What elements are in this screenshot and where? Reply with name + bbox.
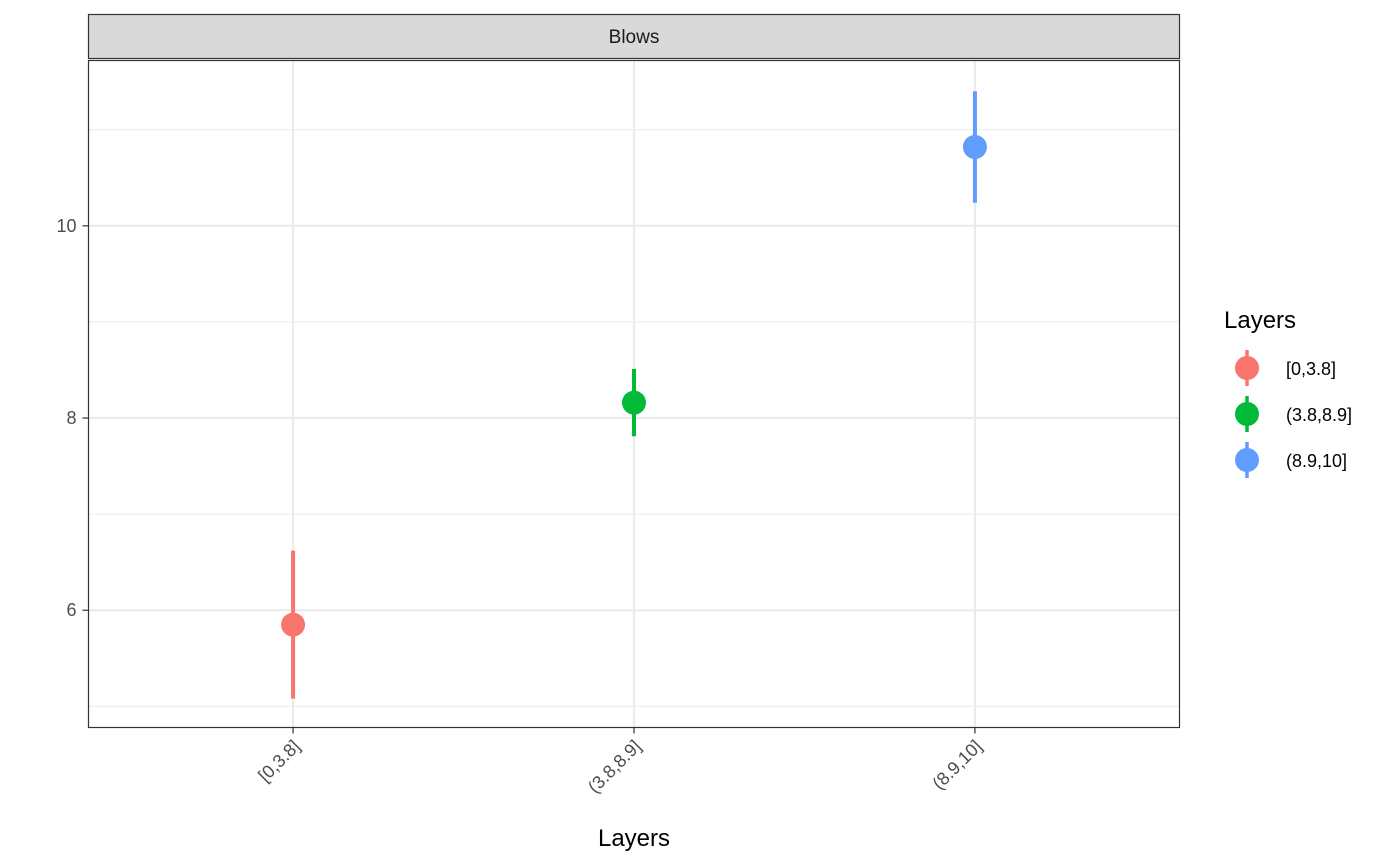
legend-label: (8.9,10] <box>1286 451 1347 471</box>
data-point <box>281 612 306 637</box>
legend-key-point <box>1235 356 1259 380</box>
x-tick-label: (3.8,8.9] <box>584 736 645 797</box>
x-axis: [0,3.8] (3.8,8.9] (8.9,10] <box>254 727 986 797</box>
y-tick-label: 10 <box>56 216 76 236</box>
y-tick-label: 8 <box>66 408 76 428</box>
legend-title: Layers <box>1224 307 1296 334</box>
facet-strip-label: Blows <box>609 27 660 48</box>
legend: Layers [0,3.8] (3.8,8.9] (8.9,10] <box>1224 307 1352 478</box>
y-tick-label: 6 <box>66 600 76 620</box>
legend-label: (3.8,8.9] <box>1286 405 1352 425</box>
legend-key-point <box>1235 448 1259 472</box>
legend-label: [0,3.8] <box>1286 359 1336 379</box>
data-marks <box>281 91 987 699</box>
data-point <box>962 134 987 159</box>
y-axis: 6 8 10 <box>56 216 89 620</box>
x-axis-title: Layers <box>598 825 670 852</box>
legend-key-point <box>1235 402 1259 426</box>
facet-strip <box>87 13 1181 60</box>
x-tick-label: (8.9,10] <box>928 736 985 793</box>
x-tick-label: [0,3.8] <box>254 736 304 786</box>
data-point <box>622 390 646 415</box>
